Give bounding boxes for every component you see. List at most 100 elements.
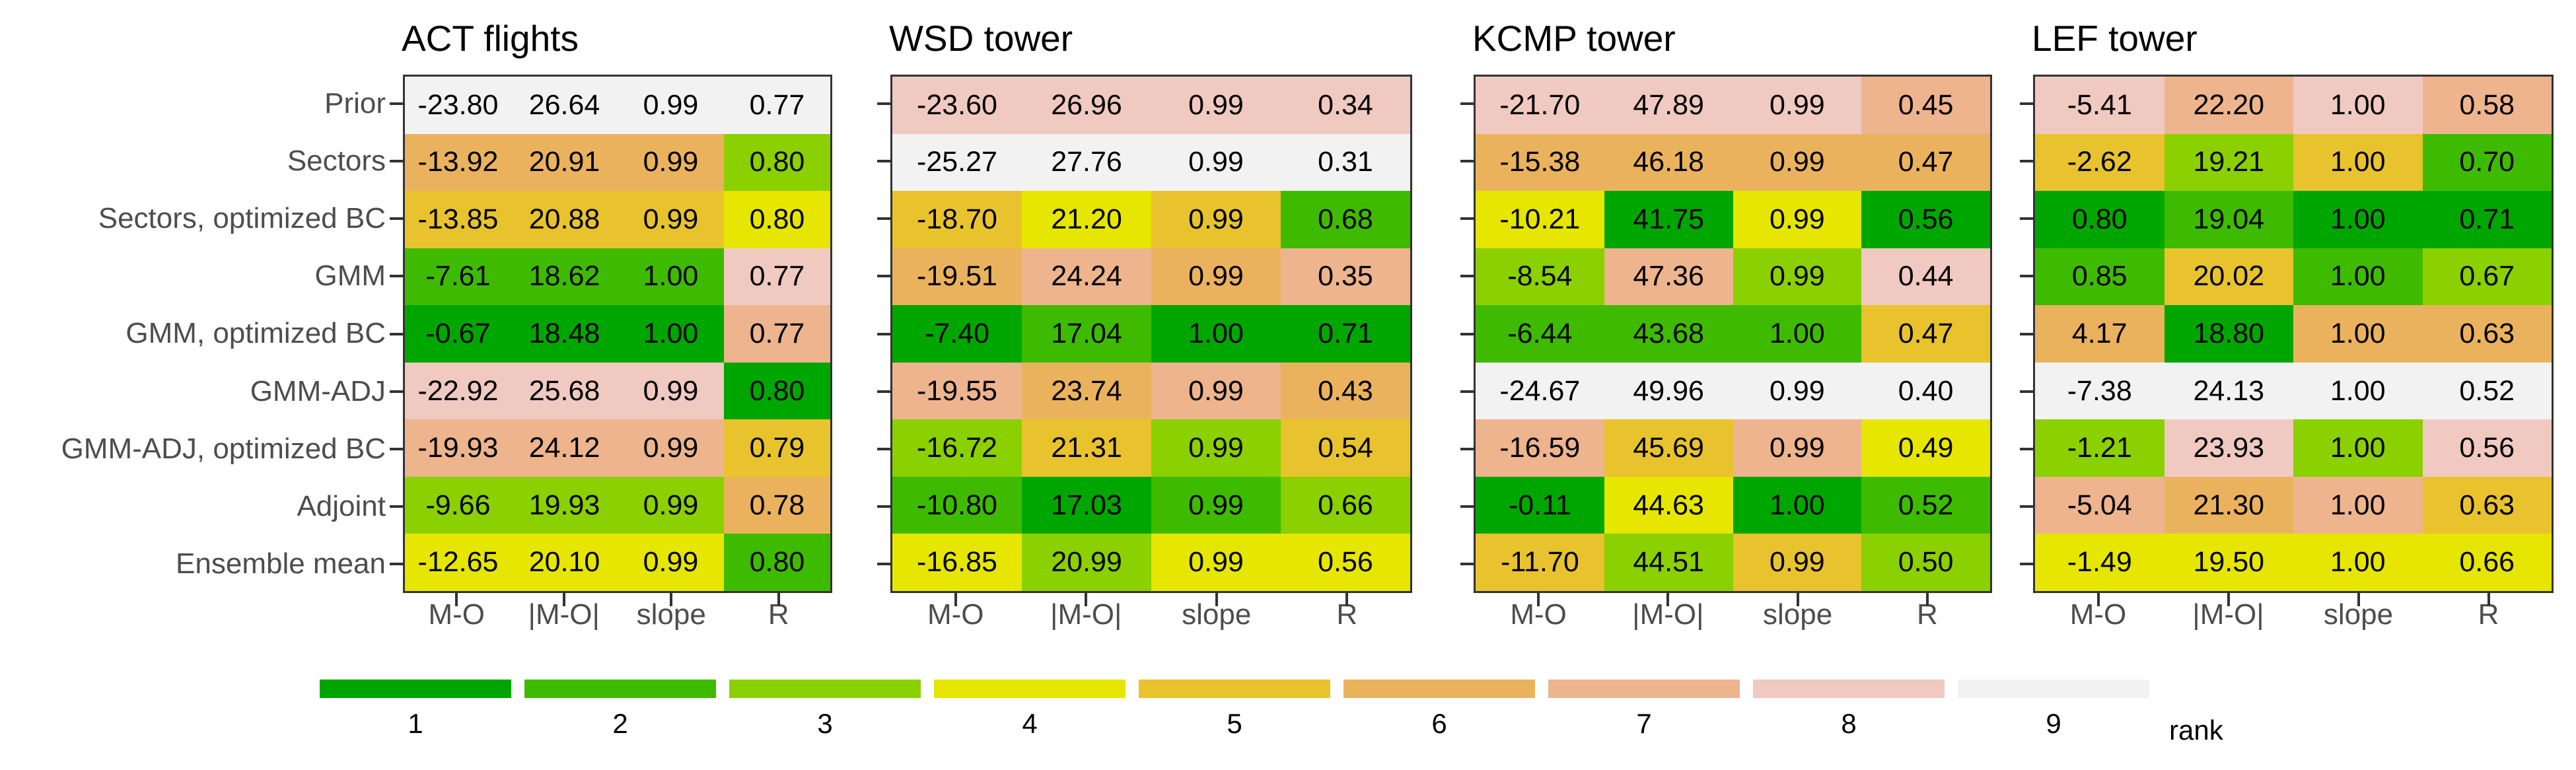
- row-label-gmm-adj-optimized-bc: GMM-ADJ, optimized BC: [61, 432, 386, 465]
- axis-tick-left: [877, 332, 890, 335]
- axis-tick-left: [2020, 563, 2033, 566]
- heatmap-cell: 0.35: [1281, 248, 1410, 306]
- heatmap-cell: 26.96: [1022, 77, 1151, 134]
- heatmap-cell: -15.38: [1476, 133, 1604, 192]
- heatmap-cell: 25.68: [511, 362, 618, 420]
- heatmap-cell: 0.99: [1733, 419, 1862, 477]
- heatmap-cell: 0.34: [1281, 77, 1410, 134]
- axis-tick-bottom: [1085, 593, 1088, 606]
- heatmap-cell: 0.52: [1861, 476, 1990, 534]
- heatmap-cell: -5.41: [2035, 77, 2165, 134]
- heatmap-cell: 0.77: [724, 305, 830, 363]
- heatmap-cell: -13.85: [405, 191, 511, 248]
- heatmap-cell: 0.47: [1861, 133, 1990, 192]
- legend-swatch-rank-1: [320, 680, 511, 698]
- heatmap-cell: 0.80: [724, 133, 830, 192]
- heatmap-cell: -1.49: [2035, 534, 2165, 591]
- heatmap-cell: -0.67: [405, 305, 511, 363]
- axis-tick-bottom: [2487, 593, 2490, 606]
- heatmap-cell: 45.69: [1604, 419, 1733, 477]
- heatmap-cell: 1.00: [2293, 419, 2423, 477]
- heatmap-cell: 20.02: [2164, 248, 2293, 306]
- heatmap-cell: -6.44: [1476, 305, 1604, 363]
- axis-tick-left: [1460, 159, 1474, 162]
- axis-tick-left: [2020, 275, 2033, 278]
- legend-label-rank-3: 3: [817, 708, 833, 739]
- legend-swatch-rank-6: [1343, 680, 1535, 698]
- heatmap-cell: 24.12: [511, 419, 618, 477]
- axis-tick-left: [1460, 563, 1474, 566]
- axis-tick-left: [390, 332, 403, 335]
- heatmap-cell: 0.99: [1733, 248, 1862, 306]
- heatmap-cell: 47.36: [1604, 248, 1733, 306]
- heatmap-cell: -13.92: [405, 133, 511, 192]
- heatmap-cell: 1.00: [2293, 305, 2423, 363]
- heatmap-cell: 0.67: [2422, 248, 2552, 306]
- heatmap-cell: 0.85: [2035, 248, 2165, 306]
- heatmap-cell: -10.80: [892, 476, 1022, 534]
- axis-tick-left: [877, 563, 890, 566]
- heatmap-cell: -7.40: [892, 305, 1022, 363]
- heatmap-cell: 1.00: [1733, 476, 1862, 534]
- heatmap-cell: -23.80: [405, 77, 511, 134]
- heatmap-cell: -1.21: [2035, 419, 2165, 477]
- heatmap-cell: 0.52: [2422, 362, 2552, 420]
- panel-title-lef-tower: LEF tower: [2032, 18, 2198, 59]
- axis-tick-bottom: [777, 593, 780, 606]
- heatmap-cell: 43.68: [1604, 305, 1733, 363]
- legend-label-rank-4: 4: [1022, 708, 1038, 739]
- legend-swatch-rank-4: [934, 680, 1126, 698]
- axis-tick-left: [877, 102, 890, 105]
- heatmap-cell: 1.00: [2293, 133, 2423, 192]
- heatmap-cell: 44.63: [1604, 476, 1733, 534]
- heatmap-cell: 20.88: [511, 191, 618, 248]
- heatmap-cell: 26.64: [511, 77, 618, 134]
- axis-tick-bottom: [954, 593, 957, 606]
- heatmap-cell: -7.61: [405, 248, 511, 306]
- heatmap-cell: -19.55: [892, 362, 1022, 420]
- heatmap-cell: 21.30: [2164, 476, 2293, 534]
- axis-tick-left: [390, 159, 403, 162]
- axis-tick-left: [1460, 217, 1474, 221]
- axis-tick-left: [877, 505, 890, 508]
- heatmap-cell: -9.66: [405, 476, 511, 534]
- heatmap-cell: 23.74: [1022, 362, 1151, 420]
- axis-tick-left: [2020, 332, 2033, 335]
- heatmap-cell: 0.99: [1151, 362, 1281, 420]
- panel-act-flights: -23.80 26.64 0.99 0.77 -13.92 20.91 0.99 0.80 -1…: [403, 75, 832, 593]
- heatmap-cell: 0.70: [2422, 133, 2552, 192]
- heatmap-cell: 0.99: [1151, 419, 1281, 477]
- heatmap-cell: 1.00: [1151, 305, 1281, 363]
- legend-swatch-rank-5: [1139, 680, 1330, 698]
- heatmap-cell: 1.00: [2293, 248, 2423, 306]
- heatmap-cell: 41.75: [1604, 191, 1733, 248]
- heatmap-cell: 27.76: [1022, 133, 1151, 192]
- heatmap-cell: 0.56: [1861, 191, 1990, 248]
- heatmap-cell: 0.77: [724, 248, 830, 306]
- heatmap-cell: 0.45: [1861, 77, 1990, 134]
- axis-tick-left: [390, 390, 403, 393]
- legend-label-rank-7: 7: [1636, 708, 1652, 739]
- heatmap-cell: -12.65: [405, 534, 511, 591]
- heatmap-cell: 0.71: [1281, 305, 1410, 363]
- row-label-prior: Prior: [324, 87, 386, 120]
- heatmap-cell: 0.58: [2422, 77, 2552, 134]
- heatmap-cell: -8.54: [1476, 248, 1604, 306]
- legend-title: rank: [2169, 715, 2223, 746]
- heatmap-cell: 0.56: [2422, 419, 2552, 477]
- legend-rank-labels: 1 2 3 4 5 6 7 8 9: [320, 708, 2149, 740]
- heatmap-cell: 0.80: [724, 362, 830, 420]
- heatmap-cell: 0.78: [724, 476, 830, 534]
- row-label-ensemble-mean: Ensemble mean: [176, 547, 386, 580]
- axis-tick-bottom: [1345, 593, 1349, 606]
- heatmap-cell: -22.92: [405, 362, 511, 420]
- axis-tick-left: [877, 447, 890, 450]
- heatmap-cell: -24.67: [1476, 362, 1604, 420]
- axis-tick-bottom: [670, 593, 673, 606]
- axis-tick-bottom: [2357, 593, 2360, 606]
- heatmap-cell: 0.99: [1733, 77, 1862, 134]
- heatmap-cell: -21.70: [1476, 77, 1604, 134]
- heatmap-cell: 0.77: [724, 77, 830, 134]
- axis-tick-left: [390, 447, 403, 450]
- heatmap-cell: 18.48: [511, 305, 618, 363]
